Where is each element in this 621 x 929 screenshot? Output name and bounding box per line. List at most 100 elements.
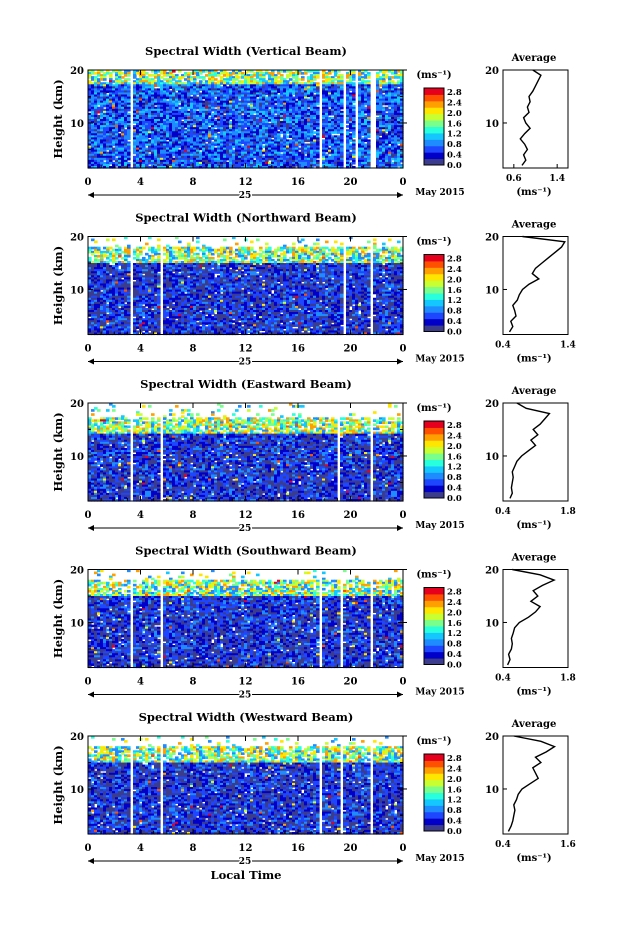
x-tick-label: 20	[344, 677, 358, 688]
average-title: Average	[511, 553, 557, 564]
colorbar: 2.82.42.01.61.20.80.40.0(ms⁻¹)	[416, 570, 462, 671]
colorbar-swatch	[424, 812, 444, 819]
average-x-label: (ms⁻¹)	[516, 853, 551, 864]
colorbar-swatch	[424, 639, 444, 646]
colorbar-swatch	[424, 645, 444, 652]
colorbar: 2.82.42.01.61.20.80.40.0(ms⁻¹)	[416, 736, 462, 837]
colorbar-tick-label: 0.8	[447, 806, 462, 816]
panel-4: Spectral Width (Southward Beam)2010Heigh…	[51, 544, 576, 701]
x-tick-label: 0	[85, 344, 92, 355]
colorbar-swatch	[424, 607, 444, 614]
day-label: 25	[239, 857, 252, 867]
y-axis-label: Height (km)	[51, 745, 65, 824]
colorbar-tick-label: 0.8	[447, 140, 462, 150]
colorbar-tick-label: 1.2	[447, 296, 462, 306]
colorbar-tick-label: 0.0	[447, 494, 462, 504]
heatmap-cells	[88, 403, 404, 502]
colorbar-unit: (ms⁻¹)	[416, 70, 451, 81]
x-tick-label: 8	[190, 677, 197, 688]
y-tick-label: 10	[70, 452, 84, 463]
x-tick-label: 8	[190, 510, 197, 521]
day-span-arrow-left	[88, 858, 94, 864]
panel-title: Spectral Width (Southward Beam)	[135, 544, 357, 558]
colorbar-tick-label: 0.8	[447, 307, 462, 317]
day-span-arrow-left	[88, 192, 94, 198]
x-tick-label: 16	[291, 677, 305, 688]
colorbar-swatch	[424, 825, 444, 832]
colorbar-swatch	[424, 460, 444, 467]
x-tick-label: 8	[190, 177, 197, 188]
average-x-label: (ms⁻¹)	[516, 187, 551, 198]
day-span-arrow-right	[397, 858, 403, 864]
colorbar-tick-label: 1.6	[447, 619, 462, 629]
x-tick-label: 16	[291, 843, 305, 854]
average-y-tick-label: 10	[485, 785, 499, 796]
colorbar-swatch	[424, 799, 444, 806]
colorbar-swatch	[424, 818, 444, 825]
colorbar-swatch	[424, 773, 444, 780]
average-frame	[503, 403, 568, 501]
average-y-tick-label: 10	[485, 452, 499, 463]
colorbar-swatch	[424, 485, 444, 492]
average-y-tick-label: 10	[485, 618, 499, 629]
average-y-tick-label: 20	[485, 66, 499, 77]
y-tick-label: 10	[70, 618, 84, 629]
average-y-tick-label: 10	[485, 119, 499, 130]
day-span-arrow-right	[397, 359, 403, 365]
day-label: 25	[239, 191, 252, 201]
colorbar-tick-label: 1.2	[447, 463, 462, 473]
average-line	[508, 570, 554, 665]
colorbar-tick-label: 2.4	[447, 98, 462, 108]
x-tick-label: 20	[344, 843, 358, 854]
panel-3: Spectral Width (Eastward Beam)2010Height…	[51, 377, 576, 534]
colorbar-unit: (ms⁻¹)	[416, 403, 451, 414]
x-tick-label: 20	[344, 510, 358, 521]
average-x-tick-label: 0.4	[495, 341, 511, 351]
colorbar-tick-label: 1.6	[447, 119, 462, 129]
colorbar-swatch	[424, 280, 444, 287]
colorbar: 2.82.42.01.61.20.80.40.0(ms⁻¹)	[416, 70, 462, 171]
colorbar-tick-label: 1.2	[447, 629, 462, 639]
average-title: Average	[511, 386, 557, 397]
panel-1: Spectral Width (Vertical Beam)2010Height…	[51, 44, 568, 201]
x-tick-label: 12	[239, 843, 253, 854]
colorbar-tick-label: 0.4	[447, 317, 462, 327]
average-title: Average	[511, 220, 557, 231]
colorbar-tick-label: 1.6	[447, 286, 462, 296]
colorbar-tick-label: 0.8	[447, 640, 462, 650]
colorbar-swatch	[424, 754, 444, 761]
colorbar-swatch	[424, 107, 444, 114]
colorbar-swatch	[424, 261, 444, 268]
colorbar-tick-label: 2.8	[447, 421, 462, 431]
x-tick-label: 0	[400, 843, 407, 854]
colorbar-swatch	[424, 94, 444, 101]
colorbar-swatch	[424, 786, 444, 793]
average-x-tick-label: 0.4	[495, 674, 511, 684]
colorbar-swatch	[424, 620, 444, 627]
colorbar-swatch	[424, 632, 444, 639]
average-x-tick-label: 1.4	[549, 174, 565, 184]
panel-title: Spectral Width (Vertical Beam)	[145, 44, 347, 58]
colorbar-tick-label: 0.8	[447, 473, 462, 483]
day-span-arrow-right	[397, 692, 403, 698]
x-axis-label: Local Time	[211, 868, 282, 882]
panel-2: Spectral Width (Northward Beam)2010Heigh…	[51, 211, 576, 368]
colorbar-tick-label: 2.4	[447, 431, 462, 441]
colorbar-tick-label: 1.2	[447, 130, 462, 140]
colorbar-tick-label: 1.6	[447, 785, 462, 795]
average-title: Average	[511, 53, 557, 64]
colorbar-swatch	[424, 133, 444, 140]
x-tick-label: 0	[85, 843, 92, 854]
colorbar-swatch	[424, 447, 444, 454]
colorbar-swatch	[424, 767, 444, 774]
average-x-label: (ms⁻¹)	[516, 687, 551, 698]
colorbar-swatch	[424, 152, 444, 159]
colorbar-tick-label: 2.0	[447, 442, 462, 452]
colorbar-swatch	[424, 287, 444, 294]
panel-title: Spectral Width (Eastward Beam)	[140, 377, 352, 391]
average-y-tick-label: 20	[485, 566, 499, 577]
colorbar-swatch	[424, 492, 444, 499]
